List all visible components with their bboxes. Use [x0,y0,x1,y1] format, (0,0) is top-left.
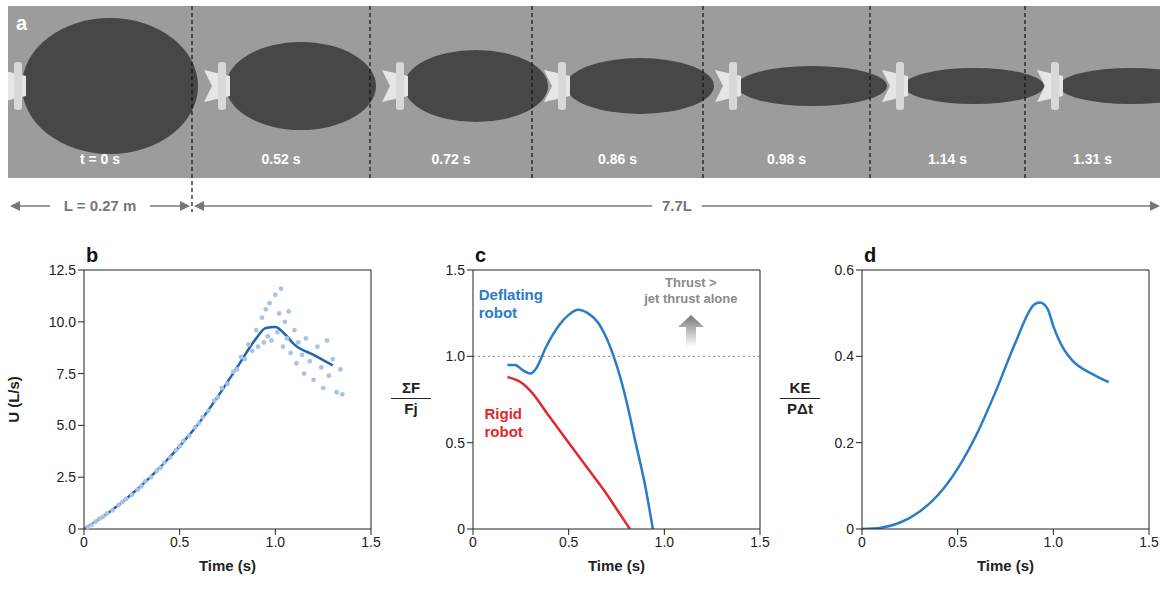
html-text:PΔt: PΔt [787,399,813,417]
svg-text:0.5: 0.5 [446,435,466,451]
svg-text:7.5: 7.5 [57,366,77,382]
svg-text:0.86 s: 0.86 s [598,151,637,167]
svg-text:a: a [16,12,28,34]
svg-text:0.2: 0.2 [835,435,855,451]
svg-text:Time (s): Time (s) [199,557,256,574]
html-text:KE: KE [789,378,811,396]
svg-text:1.0: 1.0 [446,348,466,364]
svg-text:0.4: 0.4 [835,348,855,364]
svg-text:1.0: 1.0 [266,534,286,550]
svg-text:0: 0 [469,534,477,550]
svg-text:2.5: 2.5 [57,469,77,485]
svg-text:U (L/s): U (L/s) [5,376,22,423]
svg-text:0.5: 0.5 [948,534,968,550]
svg-text:1.5: 1.5 [361,534,381,550]
svg-text:0.5: 0.5 [170,534,190,550]
html-text:ΣF: ΣF [401,378,421,396]
svg-text:7.7L: 7.7L [662,197,692,214]
svg-text:L = 0.27 m: L = 0.27 m [64,197,137,214]
svg-text:0: 0 [457,521,465,537]
svg-text:1.5: 1.5 [446,262,466,278]
svg-text:12.5: 12.5 [49,262,76,278]
svg-text:Time (s): Time (s) [977,557,1034,574]
html-text:Thrust > jet thrust alone: Thrust > jet thrust alone [644,275,738,307]
svg-text:1.5: 1.5 [1139,534,1159,550]
html-text:Rigid robot: Rigid robot [484,404,523,440]
svg-text:1.0: 1.0 [1044,534,1064,550]
svg-text:t = 0 s: t = 0 s [80,151,120,167]
svg-text:1.5: 1.5 [750,534,770,550]
svg-text:0: 0 [846,521,854,537]
svg-text:5.0: 5.0 [57,417,77,433]
svg-text:0: 0 [858,534,866,550]
svg-text:10.0: 10.0 [49,314,76,330]
svg-text:0: 0 [80,534,88,550]
html-text:b: b [86,244,99,266]
svg-text:1.31 s: 1.31 s [1073,151,1112,167]
html-text:Deflating robot: Deflating robot [478,285,543,321]
html-text:c: c [475,244,487,266]
svg-text:0.72 s: 0.72 s [432,151,471,167]
svg-text:1.14 s: 1.14 s [928,151,967,167]
svg-text:0.6: 0.6 [835,262,855,278]
svg-text:1.0: 1.0 [655,534,675,550]
svg-text:0.5: 0.5 [559,534,579,550]
html-text:d: d [864,244,877,266]
svg-text:Time (s): Time (s) [588,557,645,574]
html-text:Fj: Fj [404,399,418,417]
svg-text:0.98 s: 0.98 s [767,151,806,167]
svg-text:0: 0 [68,521,76,537]
svg-text:0.52 s: 0.52 s [262,151,301,167]
